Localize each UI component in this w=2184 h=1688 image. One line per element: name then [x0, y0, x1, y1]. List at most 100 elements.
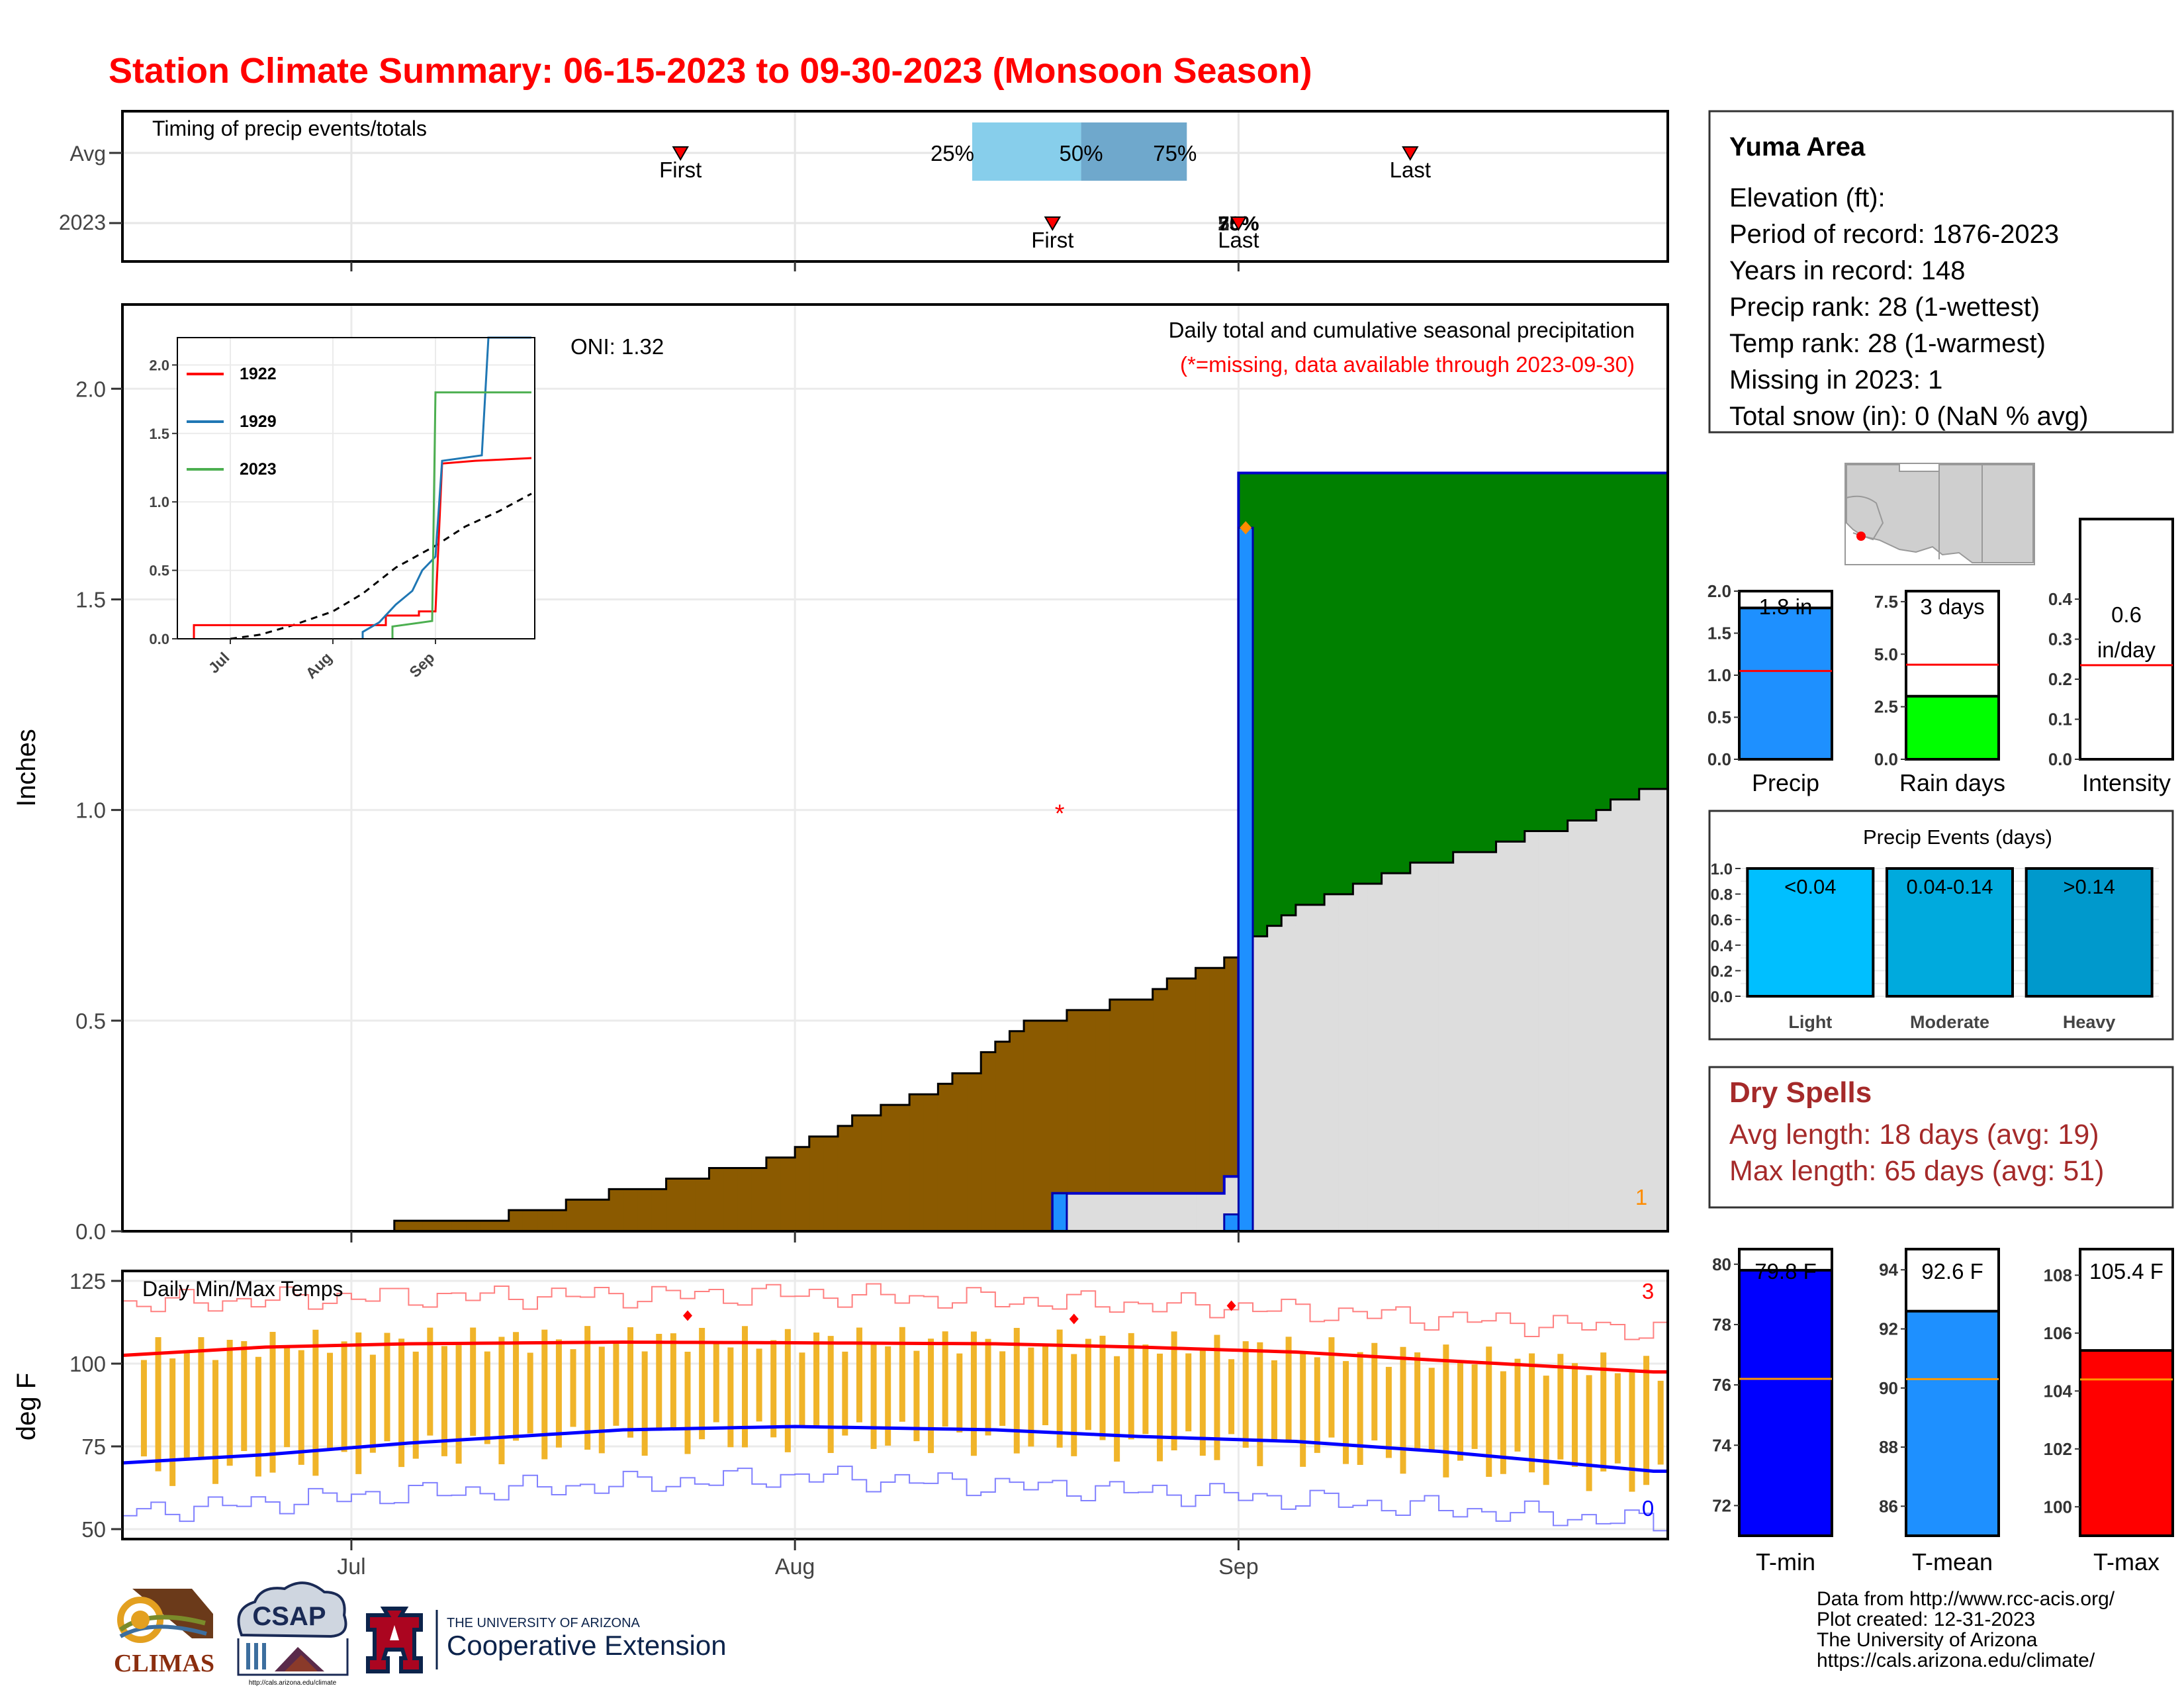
summary-ytick-label-intensity-0: 0.0 — [2048, 749, 2072, 769]
station-name: Yuma Area — [1729, 132, 1866, 162]
temp-summary-ytick-label-tmin-0: 72 — [1712, 1495, 1731, 1515]
locator-map — [1844, 463, 2035, 565]
temp-record-high-marker-0 — [683, 1310, 693, 1321]
temp-summary-ytick-label-tmin-1: 74 — [1712, 1435, 1731, 1455]
inset-legend-label-2023: 2023 — [240, 460, 277, 479]
summary-label-raindays: Rain days — [1899, 769, 2005, 796]
inset-ytick-label-1: 0.5 — [149, 563, 169, 579]
precip-annotation-title: Daily total and cumulative seasonal prec… — [1169, 318, 1635, 342]
temp-y-axis-label: deg F — [12, 1373, 41, 1440]
summary-unit-text-intensity: in/day — [2097, 637, 2156, 662]
summary-bars: 0.0 0.5 1.0 1.5 2.0 Precip 1.8 in 0.0 2.5 5.0 7.5 R… — [1707, 518, 2174, 796]
temp-count-min: 0 — [1642, 1496, 1654, 1521]
timing-panel: Timing of precip events/totals Avg 2023 … — [59, 110, 1669, 271]
summary-ytick-label-raindays-0: 0.0 — [1874, 749, 1898, 769]
summary-label-precip: Precip — [1752, 769, 1819, 796]
summary-ytick-label-intensity-4: 0.4 — [2048, 589, 2073, 609]
temp-xtick-label-2: Sep — [1218, 1554, 1259, 1579]
footer-line-2: Plot created: 12-31-2023 — [1817, 1609, 2035, 1630]
inset-ytick-label-0: 0.0 — [149, 631, 169, 647]
station-info-box: Yuma Area Elevation (ft): Period of reco… — [1708, 110, 2174, 434]
page-title: Station Climate Summary: 06-15-2023 to 0… — [109, 51, 1312, 91]
temp-summary-ytick-label-tmin-4: 80 — [1712, 1254, 1731, 1274]
summary-ytick-label-raindays-3: 7.5 — [1874, 592, 1898, 612]
csap-wordmark: CSAP — [252, 1602, 326, 1631]
inset-series-1922 — [193, 457, 532, 639]
timing-avg-first-label: First — [659, 158, 702, 182]
precip-ytick-label-4: 2.0 — [75, 377, 106, 401]
temp-summary-value-text-tmin: 79.8 F — [1754, 1259, 1817, 1284]
temp-summary-value-text-tmax: 105.4 F — [2089, 1259, 2163, 1284]
timing-row-2023: 2023 — [59, 211, 106, 234]
temp-avg-max-line — [122, 1340, 1668, 1374]
station-line-4: Precip rank: 28 (1-wettest) — [1729, 293, 2040, 322]
timing-quartile-band-upper — [1081, 122, 1187, 181]
summary-value-bar-intensity — [2079, 518, 2174, 761]
timing-2023-last-marker — [1230, 216, 1248, 231]
events-range-light: <0.04 — [1784, 875, 1836, 898]
temp-summary-ytick-label-tmean-4: 94 — [1879, 1260, 1898, 1280]
temp-summary-ytick-label-tmean-1: 88 — [1879, 1437, 1898, 1457]
summary-label-intensity: Intensity — [2082, 769, 2171, 796]
events-ytick-label-3: 0.6 — [1711, 912, 1733, 929]
temp-summary-ytick-label-tmax-1: 102 — [2044, 1439, 2072, 1459]
temp-ytick-label-1: 75 — [81, 1434, 106, 1459]
temp-summary-ytick-label-tmean-2: 90 — [1879, 1378, 1898, 1398]
timing-2023-last-label: Last — [1218, 228, 1259, 252]
summary-bar-raindays: 0.0 2.5 5.0 7.5 Rain days 3 days — [1874, 590, 2005, 796]
station-line-6: Missing in 2023: 1 — [1729, 365, 1942, 395]
summary-value-text-raindays: 3 days — [1920, 594, 1984, 619]
temp-ytick-label-0: 50 — [81, 1517, 106, 1542]
station-line-1: Elevation (ft): — [1729, 183, 1886, 212]
temp-summary-tmin: 72 74 76 78 80 79.8 F T-min — [1712, 1248, 1833, 1575]
timing-2023-first-label: First — [1031, 228, 1073, 252]
temp-record-min-line — [122, 1466, 1668, 1532]
temp-ytick-label-2: 100 — [69, 1352, 106, 1376]
temp-summary-tmax: 100 102 104 106 108 105.4 F T-max — [2044, 1248, 2174, 1575]
events-bar-light — [1746, 867, 1875, 998]
timing-avg-last-marker — [1402, 146, 1419, 161]
precip-average-cumulative-line — [122, 788, 1668, 1233]
temp-summary-value-bar-tmean — [1905, 1309, 2000, 1538]
csap-url: http://cals.arizona.edu/climate — [249, 1679, 337, 1687]
precip-annotation-missing: (*=missing, data available through 2023-… — [1180, 352, 1635, 377]
events-label-moderate: Moderate — [1910, 1012, 1989, 1032]
temp-summary-ytick-label-tmax-3: 106 — [2044, 1323, 2072, 1343]
events-label-light: Light — [1788, 1012, 1832, 1032]
temp-record-high-marker-1 — [1069, 1313, 1079, 1325]
temp-summary-value-bar-tmin — [1738, 1268, 1833, 1537]
temp-summary-ytick-label-tmean-0: 86 — [1879, 1496, 1898, 1516]
summary-bar-intensity: 0.0 0.1 0.2 0.3 0.4 Intensity 0.6 in/day — [2048, 518, 2174, 796]
inset-series-2023 — [391, 391, 531, 639]
temp-avg-min-line — [122, 1425, 1668, 1473]
events-ytick-label-1: 0.2 — [1711, 962, 1733, 980]
inset-series-1929 — [361, 336, 531, 639]
inset-ytick-label-2: 1.0 — [149, 494, 169, 510]
temp-ytick-label-3: 125 — [69, 1269, 106, 1293]
temp-record-high-marker-2 — [1226, 1300, 1236, 1311]
station-line-3: Years in record: 148 — [1729, 256, 1966, 285]
summary-value-text-intensity: 0.6 — [2111, 602, 2142, 627]
timing-2023-first-marker — [1044, 216, 1062, 231]
summary-value-text-precip: 1.8 in — [1759, 594, 1813, 619]
temp-xtick-label-1: Aug — [775, 1554, 815, 1579]
precip-panel: * 0.0 0.5 1.0 1.5 2.0 Inches Daily total and… — [12, 303, 1669, 1244]
precip-corner-count: 1 — [1635, 1185, 1647, 1209]
timing-p25-label: 25% — [931, 141, 974, 165]
events-ytick-label-0: 0.0 — [1711, 988, 1733, 1006]
summary-ytick-label-raindays-1: 2.5 — [1874, 697, 1898, 717]
timing-row-avg: Avg — [69, 142, 106, 165]
temp-count-max: 3 — [1642, 1279, 1654, 1303]
precip-ytick-label-3: 1.5 — [75, 587, 106, 612]
temp-summary-ytick-label-tmax-2: 104 — [2044, 1381, 2073, 1401]
events-bar-heavy — [2025, 867, 2154, 998]
timing-avg-first-marker — [672, 146, 689, 161]
precip-daily-bar-2 — [1237, 526, 1254, 1233]
events-bar-moderate — [1886, 867, 2014, 998]
inset-ytick-label-3: 1.5 — [149, 426, 169, 442]
footer-line-1: Data from http://www.rcc-acis.org/ — [1817, 1588, 2115, 1610]
precip-y-axis-label: Inches — [12, 729, 41, 807]
